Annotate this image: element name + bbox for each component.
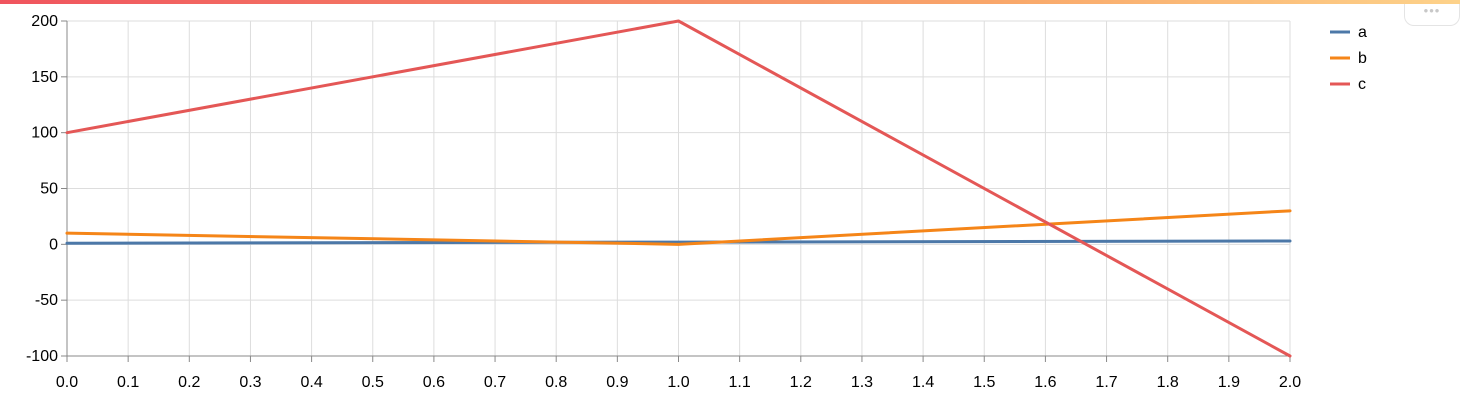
legend-label-c: c [1358,76,1366,93]
x-tick-label: 1.8 [1157,374,1179,391]
x-tick-label: 1.7 [1095,374,1117,391]
y-tick-label: -50 [35,292,58,309]
x-tick-label: 0.1 [117,374,139,391]
x-tick-label: 1.6 [1034,374,1056,391]
x-tick-label: 1.9 [1218,374,1240,391]
axes [61,20,1291,362]
x-tick-label: 1.1 [729,374,751,391]
x-tick-label: 1.3 [851,374,873,391]
x-tick-label: 1.0 [667,374,689,391]
legend-label-b: b [1358,50,1367,67]
y-tick-label: 150 [31,69,58,86]
series-line-a [65,239,1292,245]
x-tick-label: 1.5 [973,374,995,391]
x-tick-label: 0.3 [239,374,261,391]
series-line-b [65,209,1292,246]
y-tick-label: 100 [31,125,58,142]
legend-label-a: a [1358,24,1367,41]
x-tick-label: 0.5 [362,374,384,391]
x-tick-label: 1.4 [912,374,934,391]
grid-lines [66,20,1291,357]
x-tick-label: 0.9 [606,374,628,391]
series-lines [65,19,1292,358]
y-tick-label: 0 [49,236,58,253]
top-gradient-bar [0,0,1460,4]
x-tick-label: 0.2 [178,374,200,391]
x-tick-label: 0.0 [56,374,78,391]
series-line-c [65,19,1292,358]
x-tick-label: 0.6 [423,374,445,391]
tick-labels: 0.0 0.1 0.2 0.3 0.4 0.5 0.6 0.7 0.8 0.9 1.0 1.1 1.2 1… [26,13,1301,391]
x-tick-label: 0.4 [300,374,322,391]
x-tick-label: 1.2 [790,374,812,391]
x-tick-label: 0.8 [545,374,567,391]
x-tick-label: 2.0 [1279,374,1301,391]
x-tick-label: 0.7 [484,374,506,391]
y-tick-label: 200 [31,13,58,30]
legend: abc [1330,24,1367,93]
y-tick-label: 50 [40,181,58,198]
y-tick-label: -100 [26,348,58,365]
